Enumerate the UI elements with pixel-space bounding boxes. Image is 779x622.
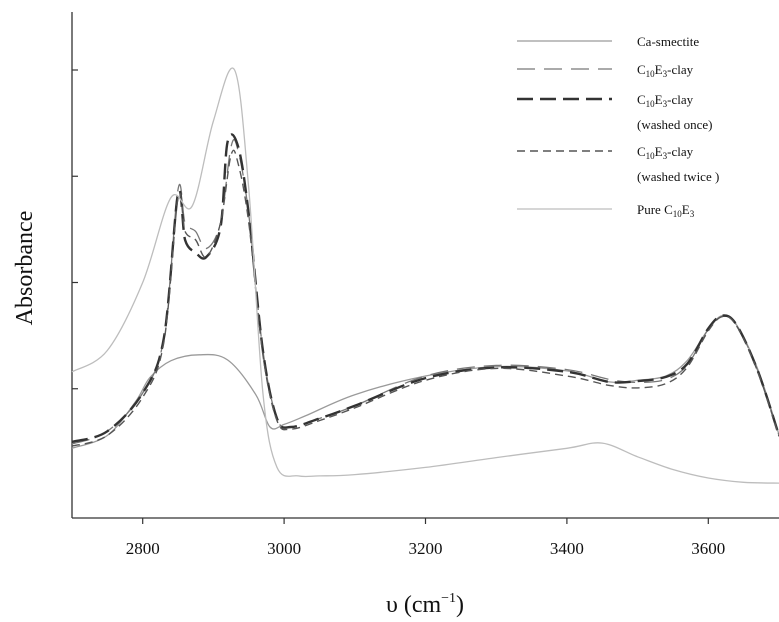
series-line-0: [71, 314, 779, 449]
axes: [71, 12, 779, 519]
series-line-3: [71, 149, 779, 447]
x-axis-title: υ (cm−1): [386, 591, 464, 618]
series-line-4: [71, 67, 779, 484]
x-tick-label-4: 3600: [691, 539, 725, 558]
x-tick-label-0: 2800: [126, 539, 160, 558]
x-axis-title-close: ): [456, 592, 464, 618]
series-line-1: [71, 138, 779, 445]
x-tick-label-2: 3200: [409, 539, 443, 558]
x-tick-label-3: 3400: [550, 539, 584, 558]
legend-label-3: C10E3-clay: [637, 144, 694, 161]
x-axis-title-sup: −1: [441, 591, 456, 606]
legend: Ca-smectite C10E3-clay C10E3-clay (washed o…: [517, 34, 719, 219]
y-ticks: [72, 69, 78, 390]
x-ticks: 2800 3000 3200 3400 3600: [126, 518, 725, 558]
legend-label-2: C10E3-clay: [637, 92, 694, 109]
y-axis-title: Absorbance: [12, 211, 38, 326]
legend-label-line2-2: (washed once): [637, 117, 712, 132]
legend-label-0: Ca-smectite: [637, 34, 699, 49]
series-layer: [71, 67, 779, 484]
x-tick-label-1: 3000: [267, 539, 301, 558]
legend-label-4: Pure C10E3: [637, 202, 695, 219]
legend-label-line2-3: (washed twice ): [637, 169, 719, 184]
x-axis-title-main: υ (cm: [386, 592, 442, 618]
legend-label-1: C10E3-clay: [637, 62, 694, 79]
